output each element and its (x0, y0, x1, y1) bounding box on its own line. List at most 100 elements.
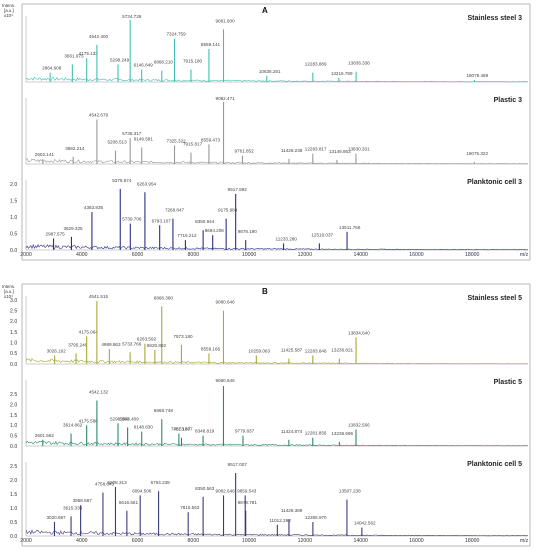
y-tick-label: 1.5 (10, 330, 17, 336)
panel-a-frame (21, 3, 531, 261)
y-unit-line3-b: x10⁴ (4, 294, 13, 299)
panel-b-label: B (262, 287, 268, 296)
x-tick-label-a: 16000 (409, 252, 424, 258)
peak-label: 3692.214 (65, 146, 85, 151)
peak-label: 13830.331 (348, 147, 370, 152)
peak-label: 6793.107 (152, 218, 172, 223)
x-tick-label: m/z (520, 538, 529, 544)
peak-label: 12286.970 (305, 515, 327, 520)
peak-label: 10259.063 (248, 348, 270, 353)
y-unit-line2-a: [a.u.] (4, 8, 14, 13)
peak-label: 2987.575 (46, 231, 66, 236)
peak-label: 2601.582 (35, 433, 55, 438)
y-tick-label: 3.0 (10, 298, 17, 304)
y-tick-label: 0.0 (10, 362, 17, 368)
peak-label: 13236.821 (331, 348, 353, 353)
x-tick-label-a: 8000 (188, 252, 200, 258)
peak-label: 6754.238 (151, 480, 171, 485)
peak-label: 9080.646 (215, 300, 235, 305)
peak-label: 4758.645 (95, 482, 115, 487)
peak-label: 4363.835 (84, 205, 104, 210)
y-unit-line1-a: Intens. (2, 3, 15, 8)
y-tick-label: 1.5 (10, 198, 17, 204)
x-tick-label-a: 4000 (76, 252, 88, 258)
y-unit-line3-a: x10⁴ (4, 13, 13, 18)
peak-label: 8559.166 (201, 346, 221, 351)
y-tick-label: 0.0 (10, 534, 17, 540)
spectrum-panel-2: 2602.141 3692.214 4542.679 5208.513 5735.317… (25, 96, 528, 165)
peak-label: 18079.489 (466, 73, 488, 78)
peak-label: 10635.281 (259, 69, 281, 74)
peak-label: 9878.190 (238, 229, 258, 234)
peak-label: 5208.513 (107, 140, 127, 145)
peak-label: 11425.587 (281, 348, 303, 353)
peak-label: 11012.298 (269, 518, 291, 523)
peak-label: 3020.697 (46, 515, 66, 520)
peak-label: 9082.471 (216, 96, 236, 101)
peak-label: 6620.802 (147, 343, 167, 348)
peak-label: 9779.837 (235, 429, 255, 434)
peak-label: 5643.409 (120, 416, 140, 421)
peak-label: 7481.180 (171, 427, 191, 432)
x-tick-label-a: 12000 (298, 252, 313, 258)
peak-label: 2602.141 (35, 152, 55, 157)
peak-label: 7573.180 (173, 334, 193, 339)
x-tick-label: 10000 (242, 538, 257, 544)
peak-label: 2864.608 (42, 66, 62, 71)
peak-label: 5735.317 (122, 131, 142, 136)
peak-label: 18075.322 (466, 151, 488, 156)
y-tick-label: 2.5 (10, 308, 17, 314)
panel-title: Planktonic cell 5 (467, 461, 522, 468)
panel-title: Plastic 3 (494, 97, 523, 104)
peak-label: 4989.863 (101, 342, 121, 347)
y-tick-label: 0.5 (10, 433, 17, 439)
x-tick-label-a: m/z (520, 252, 529, 258)
y-tick-label: 0.0 (10, 248, 17, 254)
panel-title: Planktonic cell 3 (467, 179, 522, 186)
y-tick-label: 1.0 (10, 423, 17, 429)
y-tick-label: 1.5 (10, 492, 17, 498)
x-tick-label-a: 2000 (20, 252, 32, 258)
panel-title: Stainless steel 3 (468, 15, 523, 22)
spectrum-baseline (25, 358, 528, 365)
peak-label: 4175.588 (79, 418, 99, 423)
peak-label: 13511.756 (339, 225, 361, 230)
spectrum-baseline (25, 158, 528, 165)
y-tick-label: 2.0 (10, 402, 17, 408)
peak-label: 6148.830 (134, 425, 154, 430)
x-tick-label: 18000 (465, 538, 480, 544)
peak-label: 4542.679 (89, 113, 109, 118)
panel-b-frame (21, 283, 531, 547)
peak-label: 12281.856 (305, 431, 327, 436)
peak-label: 5298.380 (110, 416, 130, 421)
peak-label: 4542.400 (89, 34, 109, 39)
peak-label: 9080.646 (215, 378, 235, 383)
peak-label: 3026.162 (47, 348, 67, 353)
peak-label: 3958.587 (73, 498, 93, 503)
peak-label: 13836.336 (348, 61, 370, 66)
peak-label: 4175.064 (79, 329, 99, 334)
peak-label: 7573.877 (173, 427, 193, 432)
peak-label: 5616.561 (119, 500, 139, 505)
y-tick-label: 2.0 (10, 182, 17, 188)
peak-label: 9761.852 (234, 149, 254, 154)
panel-a-label: A (262, 6, 268, 15)
peak-label: 9081.600 (215, 18, 235, 23)
x-tick-label-a: 14000 (353, 252, 368, 258)
peak-label: 8348.819 (195, 429, 215, 434)
peak-label: 12283.846 (305, 348, 327, 353)
x-tick-label: 16000 (409, 538, 424, 544)
x-tick-label: 8000 (188, 538, 200, 544)
peak-label: 7324.759 (167, 32, 187, 37)
peak-label: 6868.748 (154, 408, 174, 413)
peak-label: 8694.206 (205, 228, 225, 233)
peak-label: 5739.706 (122, 217, 142, 222)
peak-label: 13507.238 (339, 489, 361, 494)
peak-label: 9175.984 (218, 208, 238, 213)
peak-label: 4542.132 (89, 390, 109, 395)
peak-label: 5208.313 (107, 480, 127, 485)
